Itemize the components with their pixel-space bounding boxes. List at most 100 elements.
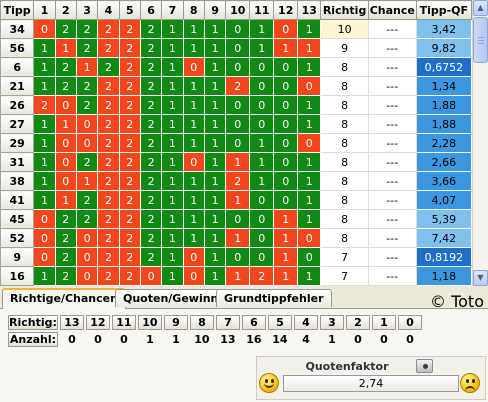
table-row[interactable]: 52 0 2 0 2 2 2 1 1 1 1 0 1 0 8 --- 7,42 — [0, 228, 472, 248]
tipp-value-cell: 2 — [97, 38, 120, 58]
column-header[interactable]: Chance — [367, 0, 417, 20]
tipp-value-cell: 0 — [249, 76, 275, 96]
tipp-value-cell: 1 — [203, 266, 227, 286]
tipp-value-cell: 1 — [203, 247, 227, 267]
quotenfaktor-box: Quotenfaktor 2,74 — [256, 356, 486, 400]
tipp-value-cell: 0 — [249, 247, 275, 267]
column-header[interactable]: 7 — [161, 0, 184, 20]
anzahl-count-value: 0 — [380, 333, 388, 346]
column-header[interactable]: Tipp — [0, 0, 35, 20]
tipp-value-cell: 1 — [182, 38, 205, 58]
table-row[interactable]: 34 0 2 2 2 2 2 1 1 1 0 1 0 1 10 --- 3,42 — [0, 19, 472, 39]
camera-icon[interactable] — [416, 359, 433, 373]
tipp-value-cell: 1 — [182, 190, 205, 210]
column-header[interactable]: 5 — [118, 0, 141, 20]
table-row[interactable]: 21 1 2 2 2 2 2 1 1 1 2 0 0 0 8 --- 1,34 — [0, 76, 472, 96]
tipp-number-cell[interactable]: 26 — [0, 95, 35, 115]
tipp-value-cell: 1 — [54, 38, 77, 58]
tipp-number-cell[interactable]: 9 — [0, 247, 35, 267]
tipp-number-cell[interactable]: 31 — [0, 152, 35, 172]
tipp-number-cell[interactable]: 6 — [0, 57, 35, 77]
richtig-cell: 8 — [320, 57, 369, 77]
tab-grundtippfehler[interactable]: Grundtippfehler — [216, 289, 332, 307]
tipp-number-cell[interactable]: 38 — [0, 171, 35, 191]
chance-cell: --- — [367, 95, 417, 115]
chance-cell: --- — [367, 76, 417, 96]
tipp-value-cell: 1 — [203, 133, 227, 153]
chance-cell: --- — [367, 247, 417, 267]
tipp-number-cell[interactable]: 21 — [0, 76, 35, 96]
tipp-value-cell: 0 — [273, 95, 299, 115]
chance-cell: --- — [367, 133, 417, 153]
tipp-value-cell: 0 — [54, 171, 77, 191]
scroll-up-button[interactable]: ▲ — [473, 0, 488, 16]
tab-richtige-chancen[interactable]: Richtige/Chancen — [2, 288, 126, 309]
tipp-value-cell: 2 — [97, 190, 120, 210]
table-row[interactable]: 41 1 1 2 2 2 2 1 1 1 1 0 0 1 8 --- 4,07 — [0, 190, 472, 210]
tipp-value-cell: 1 — [297, 38, 322, 58]
tipp-number-cell[interactable]: 29 — [0, 133, 35, 153]
tipp-number-cell[interactable]: 41 — [0, 190, 35, 210]
tipp-number-cell[interactable]: 34 — [0, 19, 35, 39]
tab-quoten-gewinn[interactable]: Quoten/Gewinn — [115, 289, 227, 307]
scroll-thumb[interactable] — [473, 17, 488, 63]
column-header[interactable]: 2 — [54, 0, 77, 20]
quotenfaktor-value: 2,74 — [283, 375, 459, 392]
tipp-number-cell[interactable]: 16 — [0, 266, 35, 286]
column-header[interactable]: 9 — [203, 0, 227, 20]
column-header[interactable]: 10 — [225, 0, 251, 20]
column-header[interactable]: 12 — [273, 0, 299, 20]
richtig-count-header: 7 — [215, 315, 240, 330]
table-row[interactable]: 6 1 2 1 2 2 2 1 0 1 0 0 0 1 8 --- 0,6752 — [0, 57, 472, 77]
tipp-value-cell: 1 — [273, 266, 299, 286]
tipp-number-cell[interactable]: 52 — [0, 228, 35, 248]
scroll-down-button[interactable]: ▼ — [473, 270, 488, 286]
table-row[interactable]: 31 1 0 2 2 2 2 1 0 1 1 1 0 1 8 --- 2,66 — [0, 152, 472, 172]
tipp-value-cell: 1 — [182, 95, 205, 115]
tipp-number-cell[interactable]: 45 — [0, 209, 35, 229]
anzahl-count-value: 1 — [146, 333, 154, 346]
tipp-value-cell: 1 — [161, 95, 184, 115]
tipp-value-cell: 0 — [249, 114, 275, 134]
tipp-value-cell: 0 — [297, 76, 322, 96]
column-header[interactable]: 11 — [249, 0, 275, 20]
tipp-value-cell: 2 — [139, 114, 163, 134]
column-header[interactable]: Richtig — [320, 0, 369, 20]
column-header[interactable]: 3 — [75, 0, 99, 20]
tipp-value-cell: 1 — [203, 19, 227, 39]
tipp-value-cell: 1 — [203, 171, 227, 191]
column-header[interactable]: 13 — [297, 0, 322, 20]
tipp-value-cell: 1 — [182, 209, 205, 229]
tipp-value-cell: 2 — [97, 247, 120, 267]
tipp-value-cell: 0 — [75, 114, 99, 134]
table-row[interactable]: 26 2 0 2 2 2 2 1 1 1 0 0 0 1 8 --- 1,88 — [0, 95, 472, 115]
tipp-value-cell: 0 — [54, 133, 77, 153]
tipp-number-cell[interactable]: 56 — [0, 38, 35, 58]
vertical-scrollbar[interactable]: ▲ ▼ — [472, 0, 488, 286]
tipp-value-cell: 0 — [182, 266, 205, 286]
table-row[interactable]: 16 1 2 0 2 2 0 1 0 1 1 2 1 1 7 --- 1,18 — [0, 266, 472, 286]
column-header[interactable]: 8 — [182, 0, 205, 20]
tipp-value-cell: 0 — [225, 19, 251, 39]
table-row[interactable]: 29 1 0 0 2 2 2 1 1 1 0 1 0 0 8 --- 2,28 — [0, 133, 472, 153]
richtig-row: Richtig: 13 12 11 10 9 8 7 6 5 4 3 2 1 0 — [8, 315, 422, 330]
tipp-value-cell: 2 — [118, 38, 141, 58]
tipp-value-cell: 1 — [203, 209, 227, 229]
tipp-value-cell: 1 — [33, 190, 56, 210]
table-row[interactable]: 38 1 0 1 2 2 2 1 1 1 2 1 0 1 8 --- 3,66 — [0, 171, 472, 191]
table-row[interactable]: 27 1 1 0 2 2 2 1 1 1 0 0 0 1 8 --- 1,88 — [0, 114, 472, 134]
column-header[interactable]: 6 — [139, 0, 163, 20]
richtig-cell: 8 — [320, 171, 369, 191]
column-header[interactable]: 4 — [97, 0, 120, 20]
tipp-value-cell: 0 — [75, 266, 99, 286]
table-row[interactable]: 45 0 2 2 2 2 2 1 1 1 0 0 1 1 8 --- 5,39 — [0, 209, 472, 229]
tipp-value-cell: 1 — [182, 76, 205, 96]
richtig-cell: 9 — [320, 38, 369, 58]
column-header[interactable]: 1 — [33, 0, 56, 20]
tipp-value-cell: 1 — [161, 247, 184, 267]
column-header[interactable]: Tipp-QF — [415, 0, 472, 20]
table-row[interactable]: 9 0 2 0 2 2 2 1 0 1 0 0 1 0 7 --- 0,8192 — [0, 247, 472, 267]
table-row[interactable]: 56 1 1 2 2 2 2 1 1 1 0 1 1 1 9 --- 9,82 — [0, 38, 472, 58]
tipp-number-cell[interactable]: 27 — [0, 114, 35, 134]
tipp-qf-cell: 3,42 — [415, 19, 472, 39]
